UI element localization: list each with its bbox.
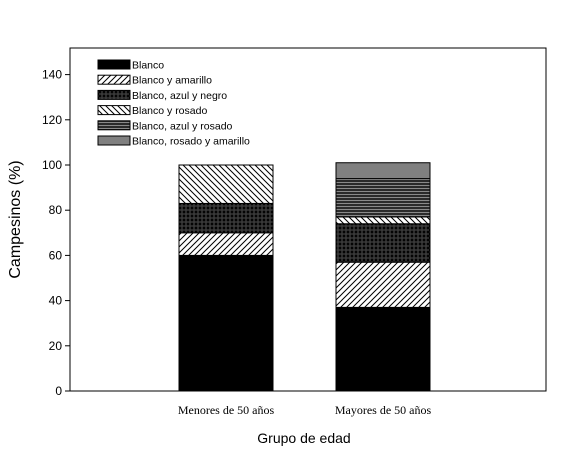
x-axis: Menores de 50 años Mayores de 50 años xyxy=(178,403,432,417)
y-tick-label: 0 xyxy=(55,384,62,398)
legend-swatch xyxy=(97,135,131,146)
legend-label: Blanco, azul y rosado xyxy=(132,120,233,132)
y-tick-label: 140 xyxy=(42,68,62,82)
y-axis: 0 20 40 60 80 100 120 140 xyxy=(42,68,70,398)
plot-area xyxy=(69,47,547,392)
legend: Blanco Blanco y amarillo Blanco, azul y ne… xyxy=(97,59,250,148)
x-axis-title: Grupo de edad xyxy=(257,430,350,446)
y-tick-label: 100 xyxy=(42,158,62,172)
legend-swatch xyxy=(97,89,131,100)
x-tick-label: Menores de 50 años xyxy=(178,403,275,417)
y-axis-title: Campesinos (%) xyxy=(7,160,24,278)
plot-frame xyxy=(69,47,547,392)
bars xyxy=(178,162,431,392)
y-tick-label: 20 xyxy=(49,339,63,353)
bar-segment xyxy=(335,178,431,218)
legend-swatch xyxy=(97,74,131,85)
legend-swatch xyxy=(97,120,131,131)
legend-swatch xyxy=(97,105,131,116)
legend-swatch xyxy=(97,59,131,70)
x-tick-label: Mayores de 50 años xyxy=(335,403,432,417)
y-tick-label: 120 xyxy=(42,113,62,127)
bar-segment xyxy=(335,223,431,263)
bar-segment xyxy=(335,306,431,392)
y-tick-label: 40 xyxy=(49,294,63,308)
legend-label: Blanco xyxy=(132,60,164,72)
bar-segment xyxy=(178,254,274,392)
bar-segment xyxy=(178,164,274,204)
bar-segment xyxy=(335,216,431,225)
legend-label: Blanco y amarillo xyxy=(132,75,212,87)
bar-segment xyxy=(335,261,431,308)
bar-segment xyxy=(178,202,274,234)
legend-label: Blanco, azul y negro xyxy=(132,90,227,102)
legend-label: Blanco y rosado xyxy=(132,105,207,117)
legend-label: Blanco, rosado y amarillo xyxy=(132,136,250,148)
y-tick-label: 80 xyxy=(49,203,63,217)
y-tick-label: 60 xyxy=(49,248,63,262)
bar-segment xyxy=(178,232,274,256)
bar-segment xyxy=(335,162,431,180)
